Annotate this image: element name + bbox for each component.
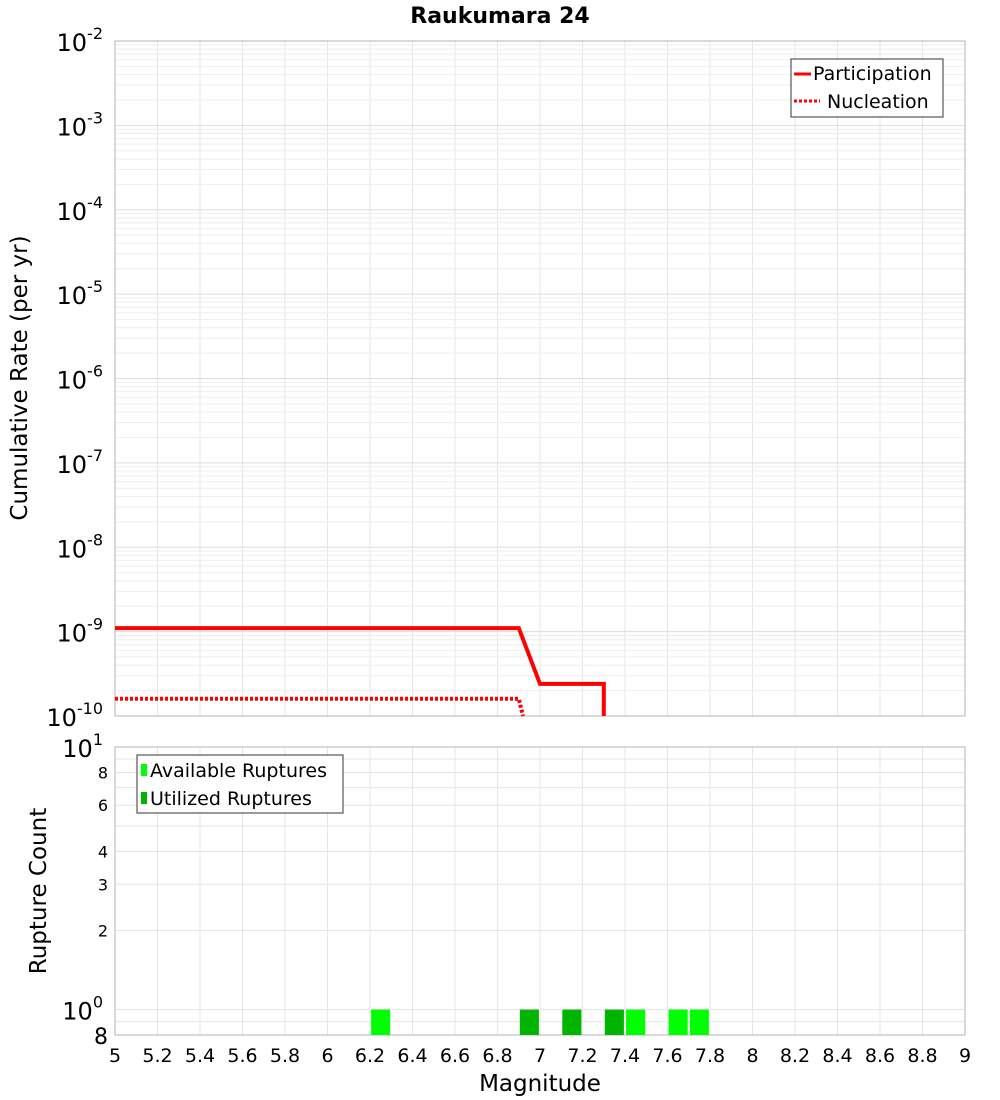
bar-available-ruptures: [371, 1009, 391, 1035]
x-tick-label: 6.2: [355, 1045, 385, 1067]
bottom-plot-border: [114, 746, 966, 1036]
top-y-tick-label: 10-4: [57, 193, 104, 226]
bottom-legend: Available Ruptures Utilized Ruptures: [136, 754, 344, 814]
top-plot-series: [115, 626, 606, 717]
top-y-tick-label: 10-6: [57, 362, 104, 395]
x-tick-label: 7.6: [652, 1045, 682, 1067]
bar-available-ruptures: [626, 1009, 646, 1035]
top-y-tick-label: 10-9: [57, 615, 104, 648]
top-y-tick-labels: 10-2 10-3 10-4 10-5 10-6 10-7 10-8 10-9 10-10: [46, 24, 103, 732]
x-tick-label: 6.8: [482, 1045, 512, 1067]
x-tick-label: 7.2: [567, 1045, 597, 1067]
bottom-plot-bars: [371, 1009, 709, 1035]
bottom-y-tick-label: 3: [98, 875, 108, 894]
x-tick-label: 9: [959, 1045, 971, 1067]
top-y-tick-label: 10-3: [57, 108, 104, 141]
bottom-y-tick-label: 4: [98, 842, 108, 861]
bottom-y-tick-label: 8: [94, 1025, 108, 1050]
x-tick-label: 5.8: [270, 1045, 300, 1067]
top-y-tick-label: 10-8: [57, 530, 104, 563]
x-tick-label: 7: [534, 1045, 546, 1067]
bar-utilized-ruptures: [519, 1009, 539, 1035]
bottom-y-tick-label: 6: [98, 796, 108, 815]
top-plot-frame: [114, 40, 966, 717]
legend-utilized-swatch: [141, 792, 147, 804]
x-tick-label: 8.8: [907, 1045, 937, 1067]
legend-available-swatch: [141, 764, 147, 776]
bar-utilized-ruptures: [562, 1009, 582, 1035]
x-axis-label: Magnitude: [479, 1071, 601, 1097]
x-tick-label: 5.4: [185, 1045, 215, 1067]
x-tick-label: 5.2: [142, 1045, 172, 1067]
top-legend: Participation Nucleation: [790, 58, 944, 118]
bottom-plot-frame: [114, 746, 966, 1036]
top-legend-box: [790, 58, 944, 118]
legend-utilized-label: Utilized Ruptures: [150, 788, 312, 810]
x-tick-label: 6.6: [440, 1045, 470, 1067]
x-tick-label: 6.4: [397, 1045, 427, 1067]
bar-utilized-ruptures: [604, 1009, 624, 1035]
bottom-y-tick-label: 100: [62, 993, 103, 1026]
x-tick-label: 6: [321, 1045, 333, 1067]
chart-title: Raukumara 24: [410, 4, 589, 29]
top-y-tick-label: 10-7: [57, 446, 104, 479]
top-y-tick-label: 10-2: [57, 24, 104, 57]
top-y-axis-label: Cumulative Rate (per yr): [7, 235, 33, 520]
legend-available-label: Available Ruptures: [150, 760, 327, 782]
x-tick-label: 5: [109, 1045, 121, 1067]
top-y-tick-label: 10-10: [46, 699, 103, 732]
x-tick-labels: 5 5.2 5.4 5.6 5.8 6 6.2 6.4 6.6 6.8 7 7.2 7.4 7.6 7.8 8…: [109, 1045, 971, 1067]
bottom-y-tick-label: 101: [62, 730, 103, 763]
x-tick-label: 7.4: [610, 1045, 640, 1067]
bottom-legend-box: [136, 754, 344, 814]
x-tick-label: 8.6: [865, 1045, 895, 1067]
x-tick-label: 8.2: [780, 1045, 810, 1067]
series-line-nucleation: [115, 696, 525, 717]
top-plot-border: [114, 40, 966, 717]
bottom-y-axis-label: Rupture Count: [26, 808, 52, 974]
bottom-y-tick-label: 2: [98, 922, 108, 941]
bottom-y-tick-label: 8: [98, 763, 108, 782]
x-tick-label: 8.4: [822, 1045, 852, 1067]
top-y-tick-label: 10-5: [57, 277, 104, 310]
x-tick-label: 5.6: [227, 1045, 257, 1067]
legend-nucleation-label: Nucleation: [827, 91, 929, 113]
top-plot-grid: [114, 41, 966, 717]
x-tick-label: 8: [746, 1045, 758, 1067]
bar-available-ruptures: [668, 1009, 688, 1035]
x-tick-label: 7.8: [695, 1045, 725, 1067]
bar-available-ruptures: [689, 1009, 709, 1035]
legend-participation-label: Participation: [813, 63, 932, 85]
series-line-participation: [115, 626, 606, 716]
